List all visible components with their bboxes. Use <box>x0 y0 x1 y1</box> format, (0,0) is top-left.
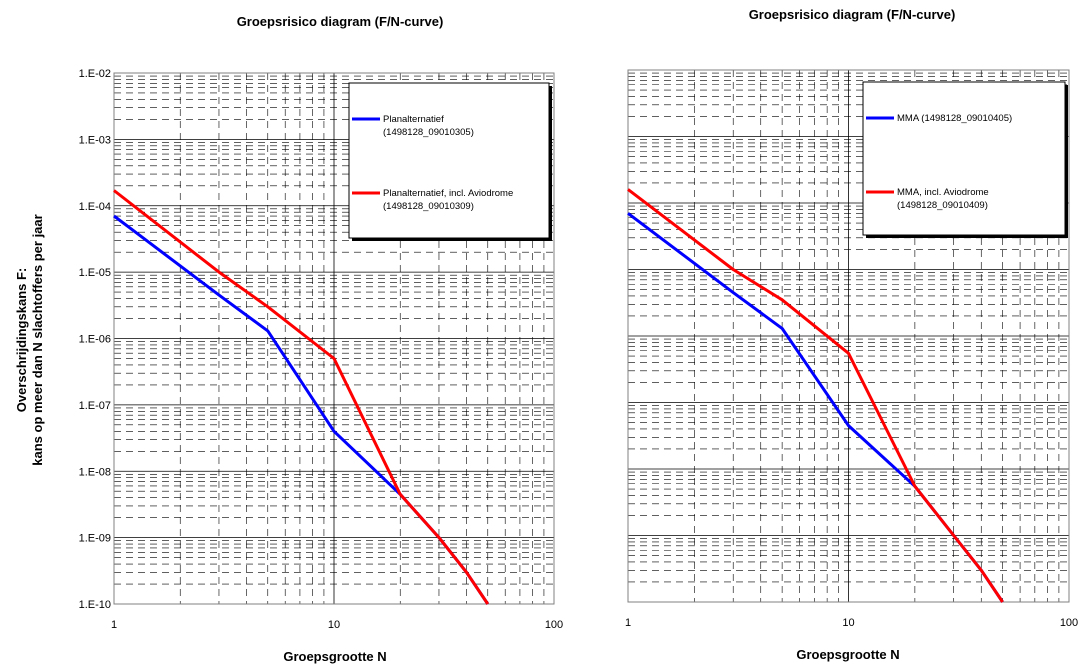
right-x-axis-label: Groepsgrootte N <box>796 647 899 662</box>
y-tick-label: 1.E-05 <box>79 267 111 279</box>
right-x-tick-label: 100 <box>1060 617 1078 629</box>
left-plot-frame <box>113 72 555 605</box>
left-legend-entry-line2: (1498128_09010305) <box>383 127 474 138</box>
left-series-line <box>113 189 490 605</box>
right-plot-frame <box>627 69 1070 603</box>
right-series-line <box>627 188 1004 603</box>
right-legend-entry: MMA (1498128_09010405) <box>897 113 1012 124</box>
right-legend-box <box>862 81 1066 236</box>
y-tick-label: 1.E-09 <box>79 533 111 545</box>
left-legend-entry-line2: (1498128_09010309) <box>383 201 474 212</box>
left-chart: Groepsrisico diagram (F/N-curve) Groepsg… <box>14 14 563 664</box>
y-axis-label-line2: kans op meer dan N slachtoffers per jaar <box>30 214 45 465</box>
right-legend-entry-line2: (1498128_09010409) <box>897 200 988 211</box>
right-x-tick-label: 1 <box>625 617 631 629</box>
right-x-tick-label: 10 <box>842 617 854 629</box>
y-tick-label: 1.E-04 <box>79 201 111 213</box>
right-chart-title: Groepsrisico diagram (F/N-curve) <box>749 7 956 22</box>
left-legend-entry: Planalternatief, incl. Aviodrome <box>383 188 513 199</box>
left-x-axis-label: Groepsgrootte N <box>283 649 386 664</box>
left-x-tick-label: 100 <box>545 619 563 631</box>
y-tick-label: 1.E-07 <box>79 400 111 412</box>
left-series-line <box>113 214 490 605</box>
y-tick-label: 1.E-03 <box>79 134 111 146</box>
right-chart: Groepsrisico diagram (F/N-curve) Groepsg… <box>625 7 1078 662</box>
y-axis-label: Overschrijdingskans F: kans op meer dan … <box>14 214 45 465</box>
y-tick-label: 1.E-10 <box>79 599 111 611</box>
right-legend-entry: MMA, incl. Aviodrome <box>897 187 989 198</box>
left-x-tick-label: 1 <box>111 619 117 631</box>
left-legend-box <box>348 82 550 239</box>
right-series-line <box>627 212 1004 603</box>
y-tick-label: 1.E-02 <box>79 68 111 80</box>
y-tick-label: 1.E-06 <box>79 334 111 346</box>
left-chart-title: Groepsrisico diagram (F/N-curve) <box>237 14 444 29</box>
y-tick-label: 1.E-08 <box>79 466 111 478</box>
y-axis-label-line1: Overschrijdingskans F: <box>14 268 29 413</box>
left-legend-entry: Planalternatief <box>383 114 444 125</box>
left-x-tick-label: 10 <box>328 619 340 631</box>
